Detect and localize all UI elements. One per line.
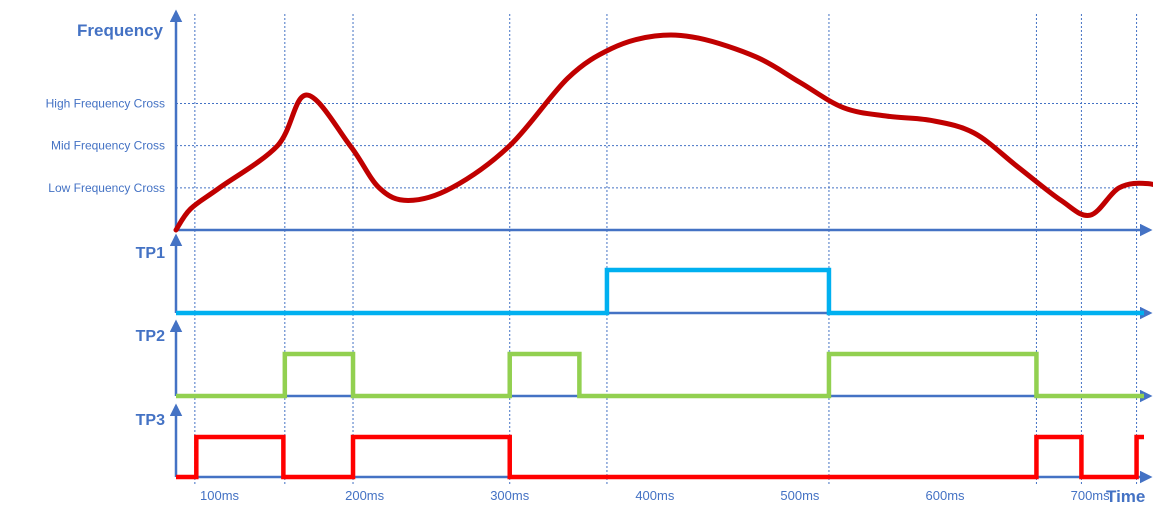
labels: Frequency Time TP1 TP2 TP3 (77, 21, 1145, 506)
time-tick-label: 600ms (926, 488, 966, 503)
time-tick-label: 300ms (490, 488, 530, 503)
time-tick-label: 200ms (345, 488, 385, 503)
signals (173, 32, 1153, 480)
time-tick-label: 100ms (200, 488, 240, 503)
frequency-level-labels: High Frequency Cross Mid Frequency Cross L… (46, 96, 165, 194)
tp1-signal (176, 267, 1144, 316)
time-tick-label: 700ms (1071, 488, 1111, 503)
time-tick-label: 400ms (635, 488, 675, 503)
frequency-curve (173, 32, 1153, 233)
grid (176, 14, 1140, 484)
tp3-signal (176, 434, 1144, 480)
frequency-level-label: Low Frequency Cross (48, 181, 165, 195)
tp2-signal (176, 351, 1144, 399)
frequency-level-label: High Frequency Cross (46, 96, 165, 110)
tp3-label: TP3 (136, 412, 165, 429)
frequency-axis-title: Frequency (77, 21, 164, 40)
tp2-label: TP2 (136, 328, 165, 345)
axes (169, 9, 1153, 484)
tp1-label: TP1 (136, 245, 165, 262)
time-axis-title: Time (1106, 487, 1145, 506)
time-tick-labels: 100ms 200ms 300ms 400ms 500ms 600ms 700ms (200, 488, 1110, 503)
frequency-level-label: Mid Frequency Cross (51, 139, 165, 153)
time-tick-label: 500ms (780, 488, 820, 503)
